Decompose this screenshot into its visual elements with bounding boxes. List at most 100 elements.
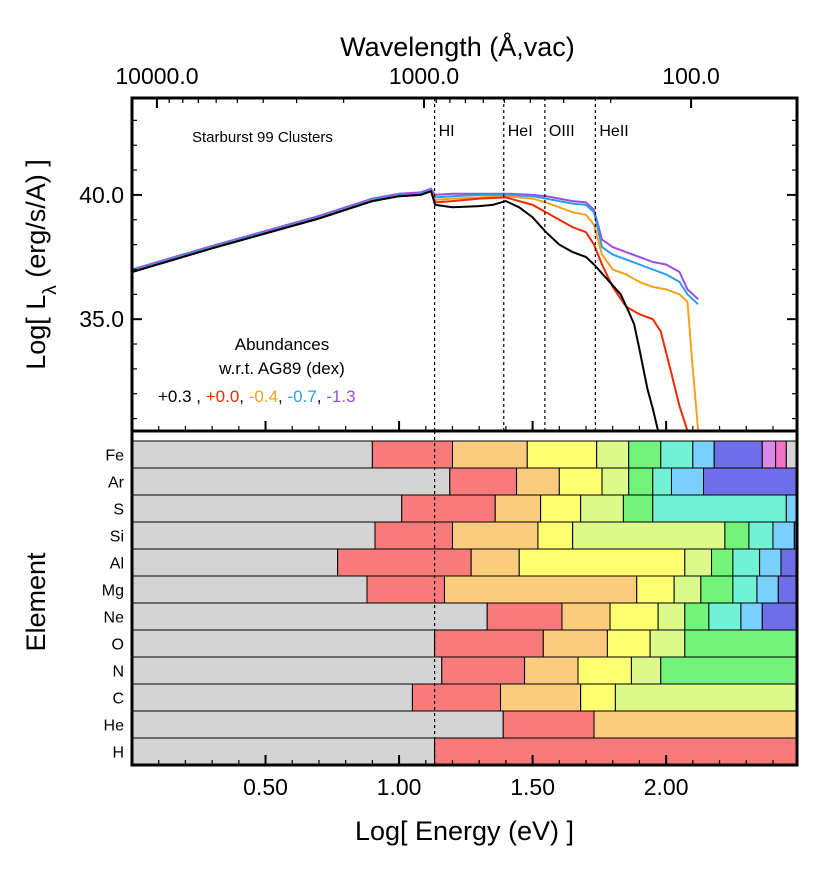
ion-stage-Ar-9 xyxy=(703,467,797,496)
ion-stage-Si-7 xyxy=(748,521,774,550)
ion-stage-Si-8 xyxy=(772,521,795,550)
ion-stage-Fe-10 xyxy=(761,440,777,469)
ion-stage-Fe-12 xyxy=(785,440,797,469)
ion-stage-Ar-4 xyxy=(558,467,603,496)
element-label-Ar: Ar xyxy=(108,475,125,492)
legend-separator: , xyxy=(278,387,287,406)
ion-stage-C-1 xyxy=(132,683,413,712)
edge-label-HeII: HeII xyxy=(599,123,628,140)
element-label-O: O xyxy=(112,637,124,654)
ion-stage-Si-1 xyxy=(132,521,376,550)
ion-stage-Al-7 xyxy=(732,548,761,577)
ion-stage-Al-9 xyxy=(780,548,797,577)
energy-axis-title: Log[ Energy (eV) ] xyxy=(355,816,574,846)
element-label-Mg: Mg xyxy=(102,583,124,600)
ion-stage-Ne-3 xyxy=(561,602,611,631)
edge-label-OIII: OIII xyxy=(549,123,575,140)
ion-stage-O-2 xyxy=(434,629,544,658)
ion-stage-N-6 xyxy=(660,656,797,685)
ion-stage-Ne-5 xyxy=(657,602,686,631)
legend-title-line1: Abundances xyxy=(235,335,330,354)
top-tick-label: 10000.0 xyxy=(115,63,198,89)
element-label-S: S xyxy=(113,502,124,519)
ion-stage-He-2 xyxy=(502,710,595,739)
legend-entry--0.7: -0.7 xyxy=(288,387,317,406)
spectrum-panel: HI HeI OIII HeII 10000.0 1000.0 100.0 40.0 35.0 xyxy=(79,63,799,433)
ion-stage-Ar-3 xyxy=(516,467,560,496)
ion-stage-Si-5 xyxy=(572,521,726,550)
ion-stage-Ne-1 xyxy=(132,602,488,631)
luminosity-axis-title-suffix: (erg/s/A) ] xyxy=(21,159,51,285)
ion-stage-Ne-9 xyxy=(761,602,797,631)
ion-stage-Fe-6 xyxy=(628,440,662,469)
luminosity-axis-title: Log[ Lλ (erg/s/A) ] xyxy=(21,159,61,370)
ion-bars-panel: 0.50 1.00 1.50 2.00 xyxy=(130,421,799,800)
spectrum-panel-frame xyxy=(130,96,799,433)
ion-stage-S-8 xyxy=(785,494,797,523)
ion-stage-Al-4 xyxy=(518,548,686,577)
ion-stage-Ne-4 xyxy=(609,602,659,631)
y-tick-label: 35.0 xyxy=(79,306,124,332)
ion-stage-Si-3 xyxy=(451,521,539,550)
x-tick-label: 1.00 xyxy=(377,774,422,800)
ion-stage-Ar-1 xyxy=(132,467,451,496)
ion-stage-Mg-9 xyxy=(777,575,797,604)
ion-stage-Ne-8 xyxy=(740,602,763,631)
ion-stage-S-7 xyxy=(652,494,787,523)
element-label-Fe: Fe xyxy=(105,448,124,465)
ion-stage-Fe-9 xyxy=(713,440,763,469)
ion-stage-S-3 xyxy=(494,494,542,523)
ion-stage-Al-8 xyxy=(759,548,782,577)
top-tick-label: 1000.0 xyxy=(389,63,459,89)
x-tick-label: 2.00 xyxy=(644,774,689,800)
ion-stage-Ar-5 xyxy=(601,467,630,496)
ion-stage-Si-4 xyxy=(537,521,574,550)
ion-stage-He-3 xyxy=(593,710,797,739)
legend-separator: , xyxy=(192,387,206,406)
legend-entries: +0.3 , +0.0, -0.4, -0.7, -1.3 xyxy=(158,387,356,406)
y-tick-label: 40.0 xyxy=(79,182,124,208)
ion-bars-panel-frame xyxy=(130,429,799,767)
luminosity-axis-title-subscript: λ xyxy=(40,285,61,295)
series-line--1.3 xyxy=(132,187,699,301)
ion-stage-Ar-6 xyxy=(628,467,654,496)
energy-ticks: 0.50 1.00 1.50 2.00 xyxy=(158,421,774,800)
model-annotation: Starburst 99 Clusters xyxy=(192,129,333,146)
ion-stage-H-1 xyxy=(132,737,436,765)
ion-stage-Al-1 xyxy=(132,548,339,577)
ion-stage-O-5 xyxy=(649,629,686,658)
ion-stage-Fe-11 xyxy=(775,440,787,469)
ion-stage-C-2 xyxy=(411,683,502,712)
ion-stage-N-4 xyxy=(577,656,632,685)
legend-entry-+0.3: +0.3 xyxy=(158,387,192,406)
ion-stage-Mg-2 xyxy=(366,575,445,604)
ion-stage-N-5 xyxy=(630,656,662,685)
ion-stage-Al-6 xyxy=(711,548,734,577)
ion-stage-Si-6 xyxy=(724,521,750,550)
edge-label-HI: HI xyxy=(439,123,455,140)
top-tick-label: 100.0 xyxy=(662,63,720,89)
element-label-Ne: Ne xyxy=(104,610,125,627)
ion-stage-Fe-3 xyxy=(451,440,528,469)
series-line--0.7 xyxy=(132,188,699,306)
ion-stage-N-2 xyxy=(441,656,526,685)
legend-title-line2: w.r.t. AG89 (dex) xyxy=(218,359,345,378)
ion-stage-Al-5 xyxy=(684,548,713,577)
x-tick-label: 1.50 xyxy=(510,774,555,800)
ion-stage-Ar-7 xyxy=(652,467,672,496)
luminosity-axis-title-prefix: Log[ L xyxy=(21,295,51,370)
element-label-C: C xyxy=(112,691,124,708)
ion-stage-C-3 xyxy=(500,683,582,712)
ion-stage-S-4 xyxy=(540,494,582,523)
ion-stage-Fe-8 xyxy=(692,440,715,469)
ion-stage-Al-2 xyxy=(337,548,472,577)
edge-label-HeI: HeI xyxy=(508,123,533,140)
ion-stage-Mg-4 xyxy=(636,575,675,604)
ion-stage-O-6 xyxy=(684,629,797,658)
ion-stage-Ar-2 xyxy=(449,467,518,496)
ion-stage-Mg-1 xyxy=(132,575,368,604)
element-axis-title: Element xyxy=(21,552,51,652)
ion-stage-Ar-8 xyxy=(670,467,705,496)
ion-stage-Fe-7 xyxy=(660,440,694,469)
